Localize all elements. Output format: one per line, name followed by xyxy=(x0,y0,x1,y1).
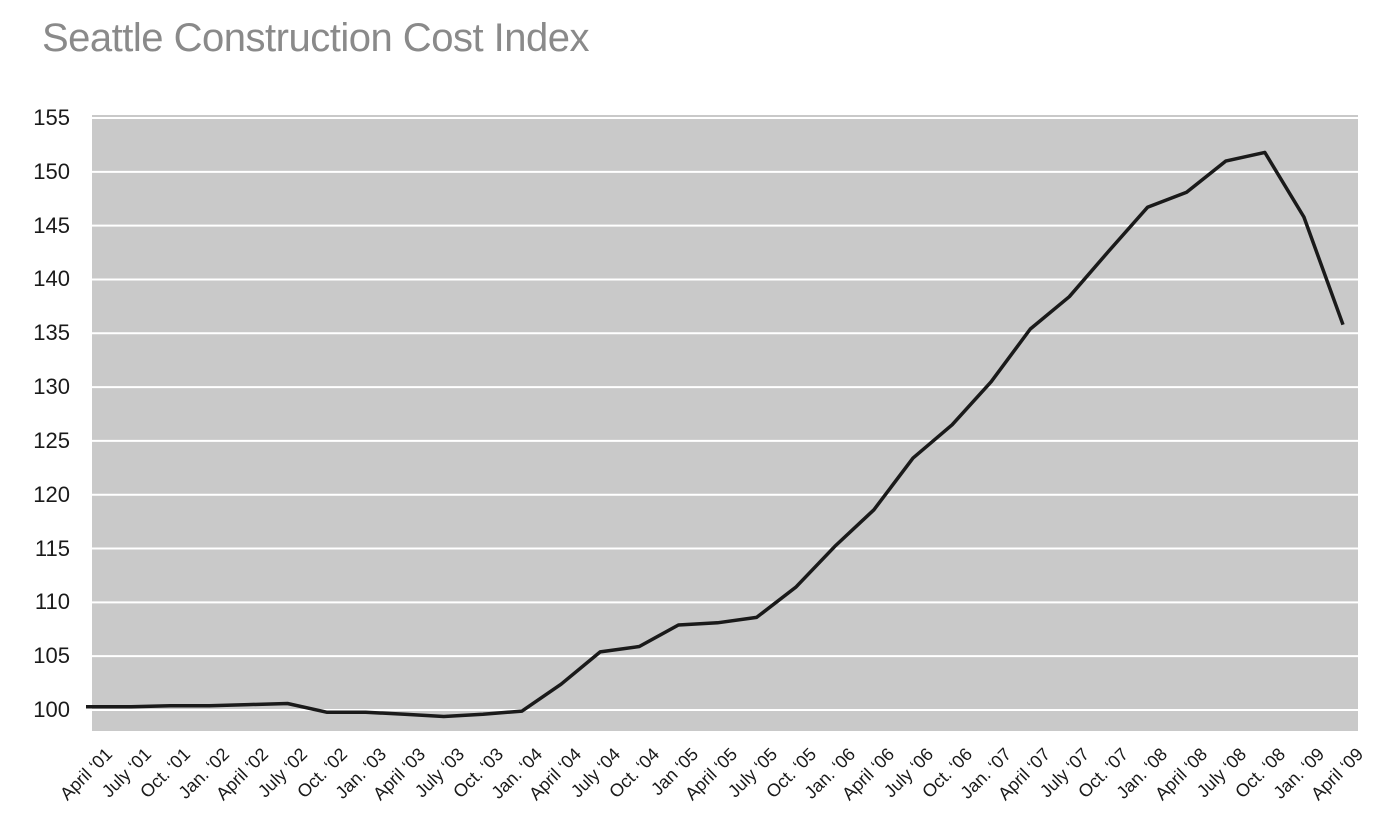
y-tick-label-120: 120 xyxy=(33,481,70,507)
y-tick-label-115: 115 xyxy=(34,535,70,561)
chart-title: Seattle Construction Cost Index xyxy=(42,16,590,60)
y-tick-label-110: 110 xyxy=(34,589,70,615)
line-chart-svg xyxy=(86,117,1358,719)
y-tick-label-150: 150 xyxy=(33,158,70,184)
y-tick-label-105: 105 xyxy=(33,643,70,669)
plot-area xyxy=(86,115,1358,731)
y-tick-label-130: 130 xyxy=(33,374,70,400)
y-tick-label-145: 145 xyxy=(33,212,70,238)
y-tick-label-140: 140 xyxy=(33,266,70,292)
cost-index-line xyxy=(86,150,1345,719)
y-tick-label-155: 155 xyxy=(33,105,70,130)
y-tick-label-135: 135 xyxy=(33,320,70,346)
y-tick-label-100: 100 xyxy=(33,697,70,722)
y-tick-label-125: 125 xyxy=(33,427,70,453)
